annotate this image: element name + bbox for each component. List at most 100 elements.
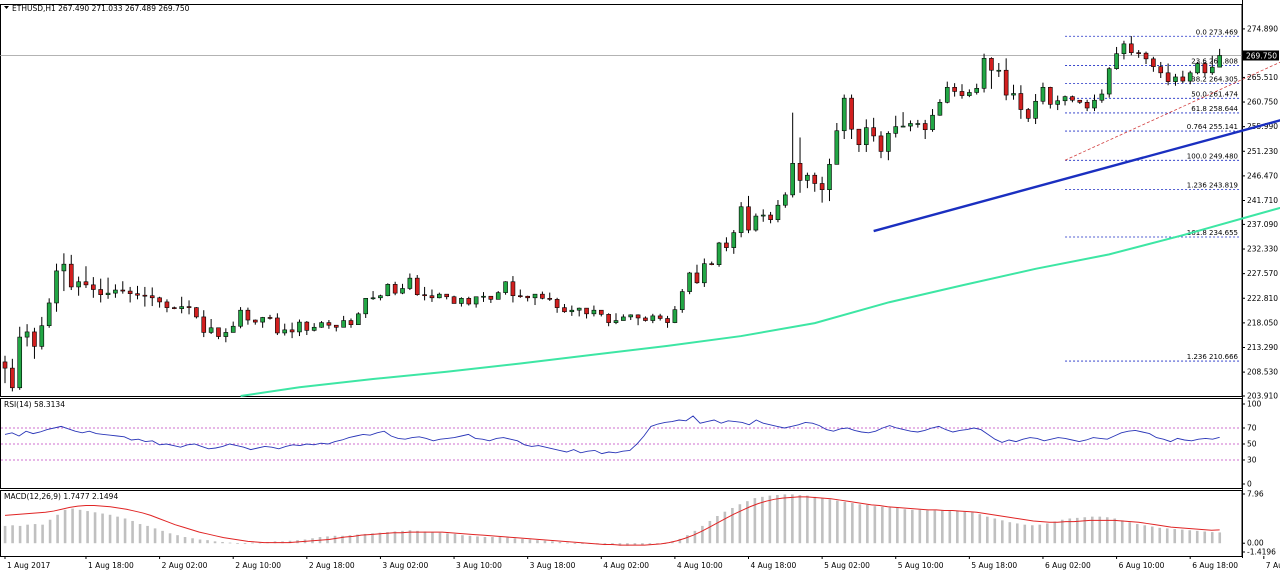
macd-histogram-bar <box>708 520 712 544</box>
candle <box>319 321 324 328</box>
candle <box>967 89 972 98</box>
candle <box>429 289 435 302</box>
candle <box>1048 86 1053 109</box>
candle <box>275 313 280 336</box>
candle <box>356 312 361 325</box>
candle <box>444 293 449 300</box>
candle <box>61 253 67 292</box>
rsi-y-tick-label: 0 <box>1247 480 1252 489</box>
macd-y-tick-label: -1.4196 <box>1247 548 1276 557</box>
fib-level-label: 0.764 255.141 <box>1187 123 1238 131</box>
collapse-triangle-icon[interactable] <box>4 6 9 9</box>
candle <box>702 258 707 287</box>
macd-histogram-bar <box>236 543 239 545</box>
pane-frame-2 <box>0 398 1243 489</box>
support-trendline[interactable] <box>873 67 1280 233</box>
candle <box>775 200 781 223</box>
candle <box>223 328 229 343</box>
candle <box>672 306 678 324</box>
candle <box>120 281 126 294</box>
macd-pane[interactable]: MACD(12,26,9) 1.7477 2.1494 7.96 0.00-1.41… <box>3 490 1276 557</box>
pane-frame-1 <box>0 4 1243 397</box>
macd-histogram-bar <box>393 531 397 544</box>
candle <box>591 305 597 317</box>
rsi-line[interactable] <box>4 415 1220 455</box>
macd-histogram-bar <box>446 533 449 544</box>
candle <box>665 315 670 328</box>
macd-histogram-bar <box>768 495 772 544</box>
macd-histogram-bar <box>821 498 824 544</box>
rsi-title: RSI(14) 58.3134 <box>4 400 65 409</box>
macd-histogram-bar <box>116 516 119 544</box>
candle <box>871 117 876 142</box>
fib-level-label: 23.6 267.808 <box>1191 58 1238 66</box>
candle <box>1040 82 1046 105</box>
macd-histogram-bar <box>341 535 344 544</box>
macd-histogram-bar <box>348 535 352 544</box>
candle <box>525 295 530 302</box>
candle <box>363 298 369 318</box>
fib-level-label: 61.8 258.644 <box>1191 105 1238 113</box>
macd-title: MACD(12,26,9) 1.7477 2.1494 <box>4 492 118 501</box>
candle <box>915 119 921 128</box>
candle <box>1187 70 1193 85</box>
candle <box>805 172 810 189</box>
macd-histogram-bar <box>641 543 644 546</box>
candle <box>1151 56 1156 72</box>
macd-histogram-bar <box>963 511 967 544</box>
candle <box>724 237 729 252</box>
macd-histogram-bar <box>161 530 164 544</box>
rsi-pane[interactable]: RSI(14) 58.3134 100 70 50 30 0 <box>1 400 1262 489</box>
candle <box>1011 84 1016 100</box>
candle <box>606 313 611 327</box>
candle <box>1114 46 1119 70</box>
macd-histogram-bar <box>843 501 847 544</box>
time-axis[interactable]: 1 Aug 2017 1 Aug 18:00 2 Aug 02:00 2 Aug 10… <box>4 556 1280 570</box>
y-tick-label: 241.710 <box>1247 196 1278 205</box>
macd-histogram-bar <box>648 543 652 545</box>
chart-title: ETHUSD,H1 267.490 271.033 267.489 269.75… <box>12 4 190 13</box>
macd-histogram-bar <box>1090 516 1094 544</box>
macd-histogram-bar <box>828 499 832 544</box>
macd-histogram-bar <box>558 541 562 544</box>
macd-histogram-bar <box>408 530 412 544</box>
macd-histogram-bar <box>33 524 37 544</box>
macd-histogram-bar <box>491 537 494 544</box>
candle <box>282 323 288 336</box>
candle <box>841 94 847 140</box>
candle <box>760 209 766 222</box>
macd-y-tick-label: 7.96 <box>1247 490 1264 499</box>
macd-histogram-bar <box>483 537 487 544</box>
macd-histogram-bar <box>1210 532 1214 544</box>
candle <box>179 296 184 314</box>
price-pane[interactable]: ETHUSD,H1 267.490 271.033 267.489 269.75… <box>0 4 1280 401</box>
fib-level-label: 100.0 249.480 <box>1187 152 1238 160</box>
candle <box>532 293 538 306</box>
x-tick-label: 6 Aug 10:00 <box>1119 561 1165 570</box>
macd-histogram-bar <box>971 512 974 544</box>
x-tick-label: 3 Aug 18:00 <box>530 561 576 570</box>
moving-average-line[interactable] <box>240 167 1280 397</box>
macd-histogram-bar <box>633 543 637 546</box>
macd-histogram-bar <box>791 494 794 544</box>
macd-histogram-bar <box>371 533 374 544</box>
macd-y-tick-label: 0.00 <box>1247 539 1264 548</box>
macd-histogram-bar <box>1165 528 1169 544</box>
rsi-y-tick-label: 50 <box>1247 440 1257 449</box>
candle <box>252 319 258 325</box>
candle <box>201 310 207 338</box>
x-tick-label: 4 Aug 02:00 <box>603 561 649 570</box>
candle <box>687 271 692 295</box>
macd-histogram-bar <box>783 494 787 544</box>
candle <box>613 313 619 325</box>
candle <box>1018 85 1024 119</box>
candle <box>385 283 391 297</box>
macd-histogram-bar <box>153 528 157 544</box>
macd-histogram-bar <box>1120 520 1124 544</box>
candle <box>937 99 943 116</box>
macd-histogram-bar <box>926 510 929 544</box>
macd-signal-line[interactable] <box>4 496 1220 546</box>
y-tick-label: 260.750 <box>1247 98 1278 107</box>
macd-histogram-bar <box>146 525 149 544</box>
